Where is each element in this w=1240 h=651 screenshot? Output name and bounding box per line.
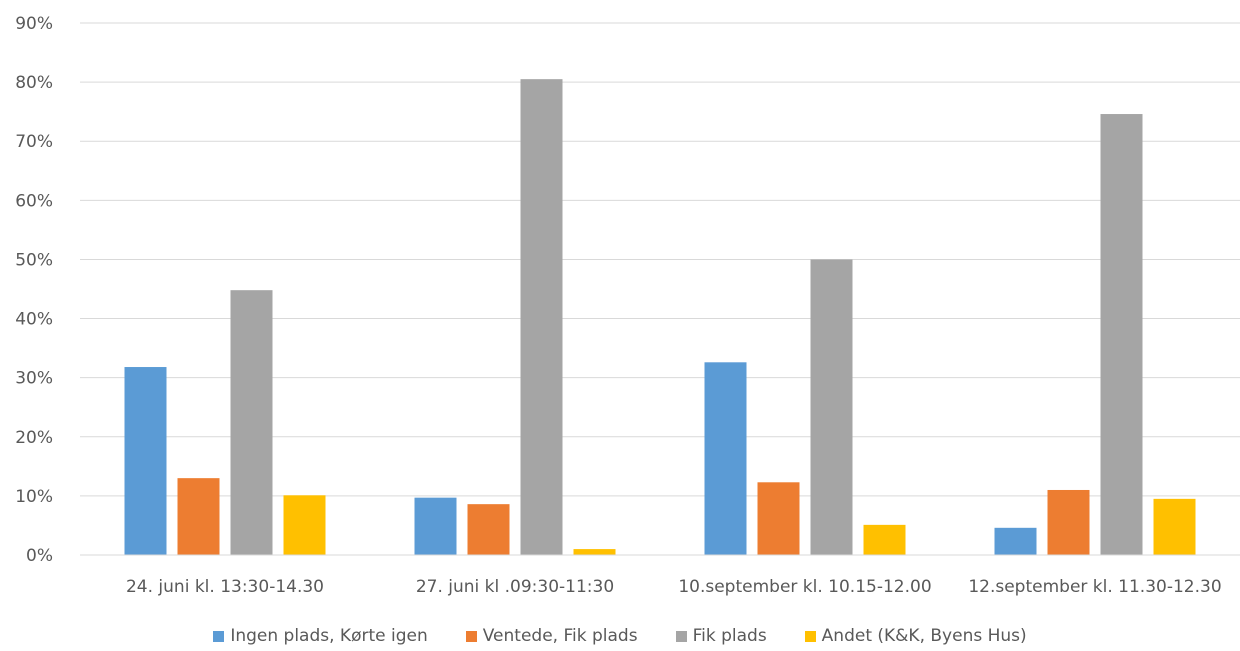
y-tick-label: 70% bbox=[15, 132, 53, 152]
bar bbox=[1153, 498, 1196, 555]
legend-item: Ventede, Fik plads bbox=[465, 626, 638, 646]
bar bbox=[994, 527, 1037, 555]
gridlines bbox=[80, 22, 1240, 556]
x-category-label: 27. juni kl .09:30-11:30 bbox=[416, 577, 614, 597]
y-tick-label: 50% bbox=[15, 250, 53, 270]
legend-item: Ingen plads, Kørte igen bbox=[213, 626, 428, 646]
bars bbox=[80, 79, 1240, 556]
legend: Ingen plads, Kørte igen Ventede, Fik plad… bbox=[0, 622, 1240, 650]
x-category-label: 12.september kl. 11.30-12.30 bbox=[968, 577, 1221, 597]
bar bbox=[1100, 114, 1143, 555]
bar bbox=[704, 362, 747, 555]
y-tick-label: 90% bbox=[15, 14, 53, 34]
legend-swatch bbox=[213, 630, 225, 642]
y-tick-label: 20% bbox=[15, 428, 53, 448]
bar bbox=[863, 524, 906, 555]
x-category-label: 10.september kl. 10.15-12.00 bbox=[678, 577, 931, 597]
bar bbox=[520, 79, 563, 556]
y-tick-label: 80% bbox=[15, 73, 53, 93]
bar bbox=[283, 495, 326, 555]
legend-label: Ventede, Fik plads bbox=[482, 626, 638, 646]
bar-chart: 0% 10% 20% 30% 40% 50% 60% 70% 80% 90% 24. juni k… bbox=[15, 14, 1240, 597]
y-tick-label: 40% bbox=[15, 310, 53, 330]
x-axis-category-labels: 24. juni kl. 13:30-14.30 27. juni kl .09:… bbox=[126, 577, 1222, 597]
legend-swatch bbox=[465, 630, 477, 642]
bar bbox=[124, 367, 167, 555]
bar bbox=[810, 259, 853, 555]
legend-label: Andet (K&K, Byens Hus) bbox=[821, 626, 1027, 646]
bar bbox=[177, 478, 220, 555]
y-axis-tick-labels: 0% 10% 20% 30% 40% 50% 60% 70% 80% 90% bbox=[15, 14, 53, 566]
bar bbox=[230, 290, 273, 555]
y-tick-label: 0% bbox=[26, 546, 53, 566]
bar bbox=[757, 482, 800, 555]
bar bbox=[573, 549, 616, 555]
legend-item: Andet (K&K, Byens Hus) bbox=[804, 626, 1027, 646]
y-tick-label: 30% bbox=[15, 369, 53, 389]
legend-swatch bbox=[804, 630, 816, 642]
legend-swatch bbox=[675, 630, 687, 642]
x-category-label: 24. juni kl. 13:30-14.30 bbox=[126, 577, 324, 597]
y-tick-label: 10% bbox=[15, 487, 53, 507]
bar bbox=[1047, 489, 1090, 555]
y-tick-label: 60% bbox=[15, 191, 53, 211]
bar bbox=[467, 504, 510, 555]
legend-label: Fik plads bbox=[692, 626, 767, 646]
legend-label: Ingen plads, Kørte igen bbox=[230, 626, 428, 646]
bar bbox=[414, 497, 457, 555]
legend-item: Fik plads bbox=[675, 626, 767, 646]
